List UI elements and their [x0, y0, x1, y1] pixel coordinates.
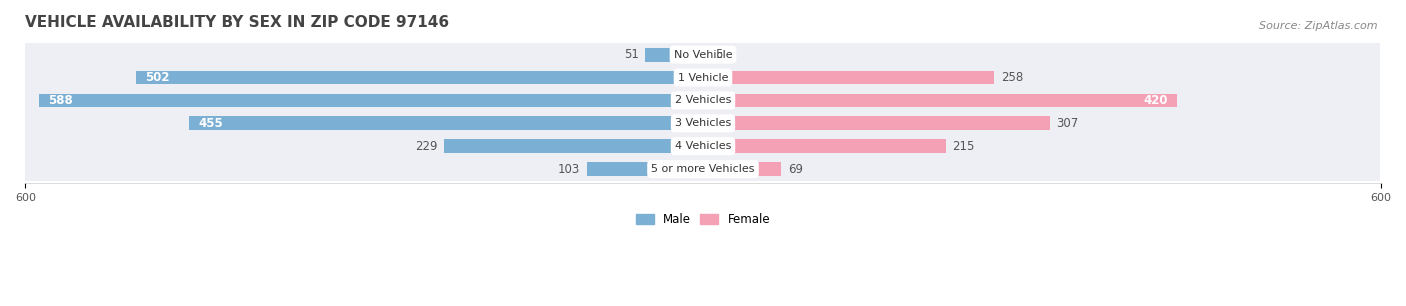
Text: 588: 588 [48, 94, 73, 107]
Text: 5 or more Vehicles: 5 or more Vehicles [651, 164, 755, 174]
Text: 258: 258 [1001, 71, 1024, 84]
Text: Source: ZipAtlas.com: Source: ZipAtlas.com [1260, 21, 1378, 32]
Bar [703, 162, 780, 176]
Text: 103: 103 [558, 163, 579, 176]
Text: 307: 307 [1056, 117, 1078, 130]
Text: 502: 502 [145, 71, 170, 84]
Bar [190, 117, 703, 130]
Bar [25, 158, 1381, 181]
Text: 455: 455 [198, 117, 224, 130]
Bar [25, 89, 1381, 112]
Legend: Male, Female: Male, Female [631, 208, 775, 231]
Bar [25, 43, 1381, 66]
Text: 1 Vehicle: 1 Vehicle [678, 73, 728, 83]
Text: 420: 420 [1143, 94, 1168, 107]
Bar [136, 71, 703, 84]
Bar [39, 94, 703, 107]
Bar [703, 71, 994, 84]
Text: 4 Vehicles: 4 Vehicles [675, 141, 731, 151]
Text: 2 Vehicles: 2 Vehicles [675, 95, 731, 106]
Bar [645, 48, 703, 62]
Bar [444, 139, 703, 153]
Bar [25, 66, 1381, 89]
Bar [703, 117, 1050, 130]
Text: VEHICLE AVAILABILITY BY SEX IN ZIP CODE 97146: VEHICLE AVAILABILITY BY SEX IN ZIP CODE … [25, 15, 450, 30]
Text: 215: 215 [952, 140, 974, 153]
Bar [703, 48, 709, 62]
Text: No Vehicle: No Vehicle [673, 50, 733, 60]
Text: 5: 5 [716, 48, 723, 61]
Bar [586, 162, 703, 176]
Text: 229: 229 [415, 140, 437, 153]
Bar [703, 94, 1177, 107]
Bar [703, 139, 946, 153]
Bar [25, 135, 1381, 158]
Text: 69: 69 [787, 163, 803, 176]
Text: 51: 51 [624, 48, 638, 61]
Bar [25, 112, 1381, 135]
Text: 3 Vehicles: 3 Vehicles [675, 118, 731, 128]
